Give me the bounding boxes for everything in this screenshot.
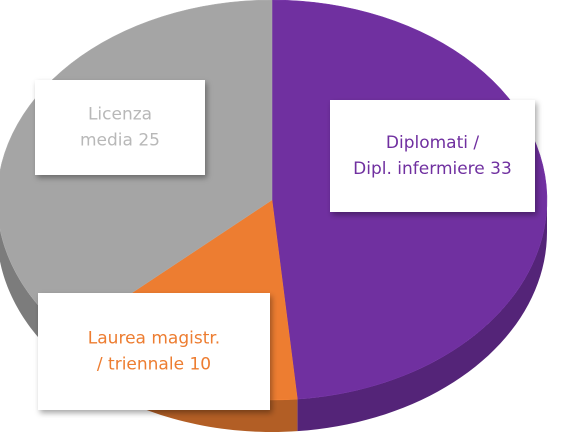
label-text: Dipl. infermiere 33 <box>353 159 512 179</box>
data-label: Laurea magistr. / triennale 10 <box>38 293 270 410</box>
label-box <box>330 100 535 212</box>
label-value: 25 <box>138 131 160 151</box>
label-text: / triennale 10 <box>97 355 211 375</box>
label-category: Dipl. infermiere <box>353 159 490 179</box>
slice-side <box>297 200 547 432</box>
label-text: media 25 <box>80 131 160 151</box>
label-category: Licenza <box>88 105 152 125</box>
label-category: / triennale <box>97 355 190 375</box>
label-text: Diplomati / <box>386 133 479 153</box>
label-value: 10 <box>189 355 211 375</box>
label-text: Laurea magistr. <box>88 329 220 349</box>
label-category: Diplomati / <box>386 133 479 153</box>
label-category: Laurea magistr. <box>88 329 220 349</box>
label-text: Licenza <box>88 105 152 125</box>
data-label: Licenza media 25 <box>35 80 205 175</box>
data-label: Diplomati / Dipl. infermiere 33 <box>330 100 535 212</box>
label-box <box>35 80 205 175</box>
label-value: 33 <box>490 159 512 179</box>
label-box <box>38 293 270 410</box>
label-category: media <box>80 131 138 151</box>
